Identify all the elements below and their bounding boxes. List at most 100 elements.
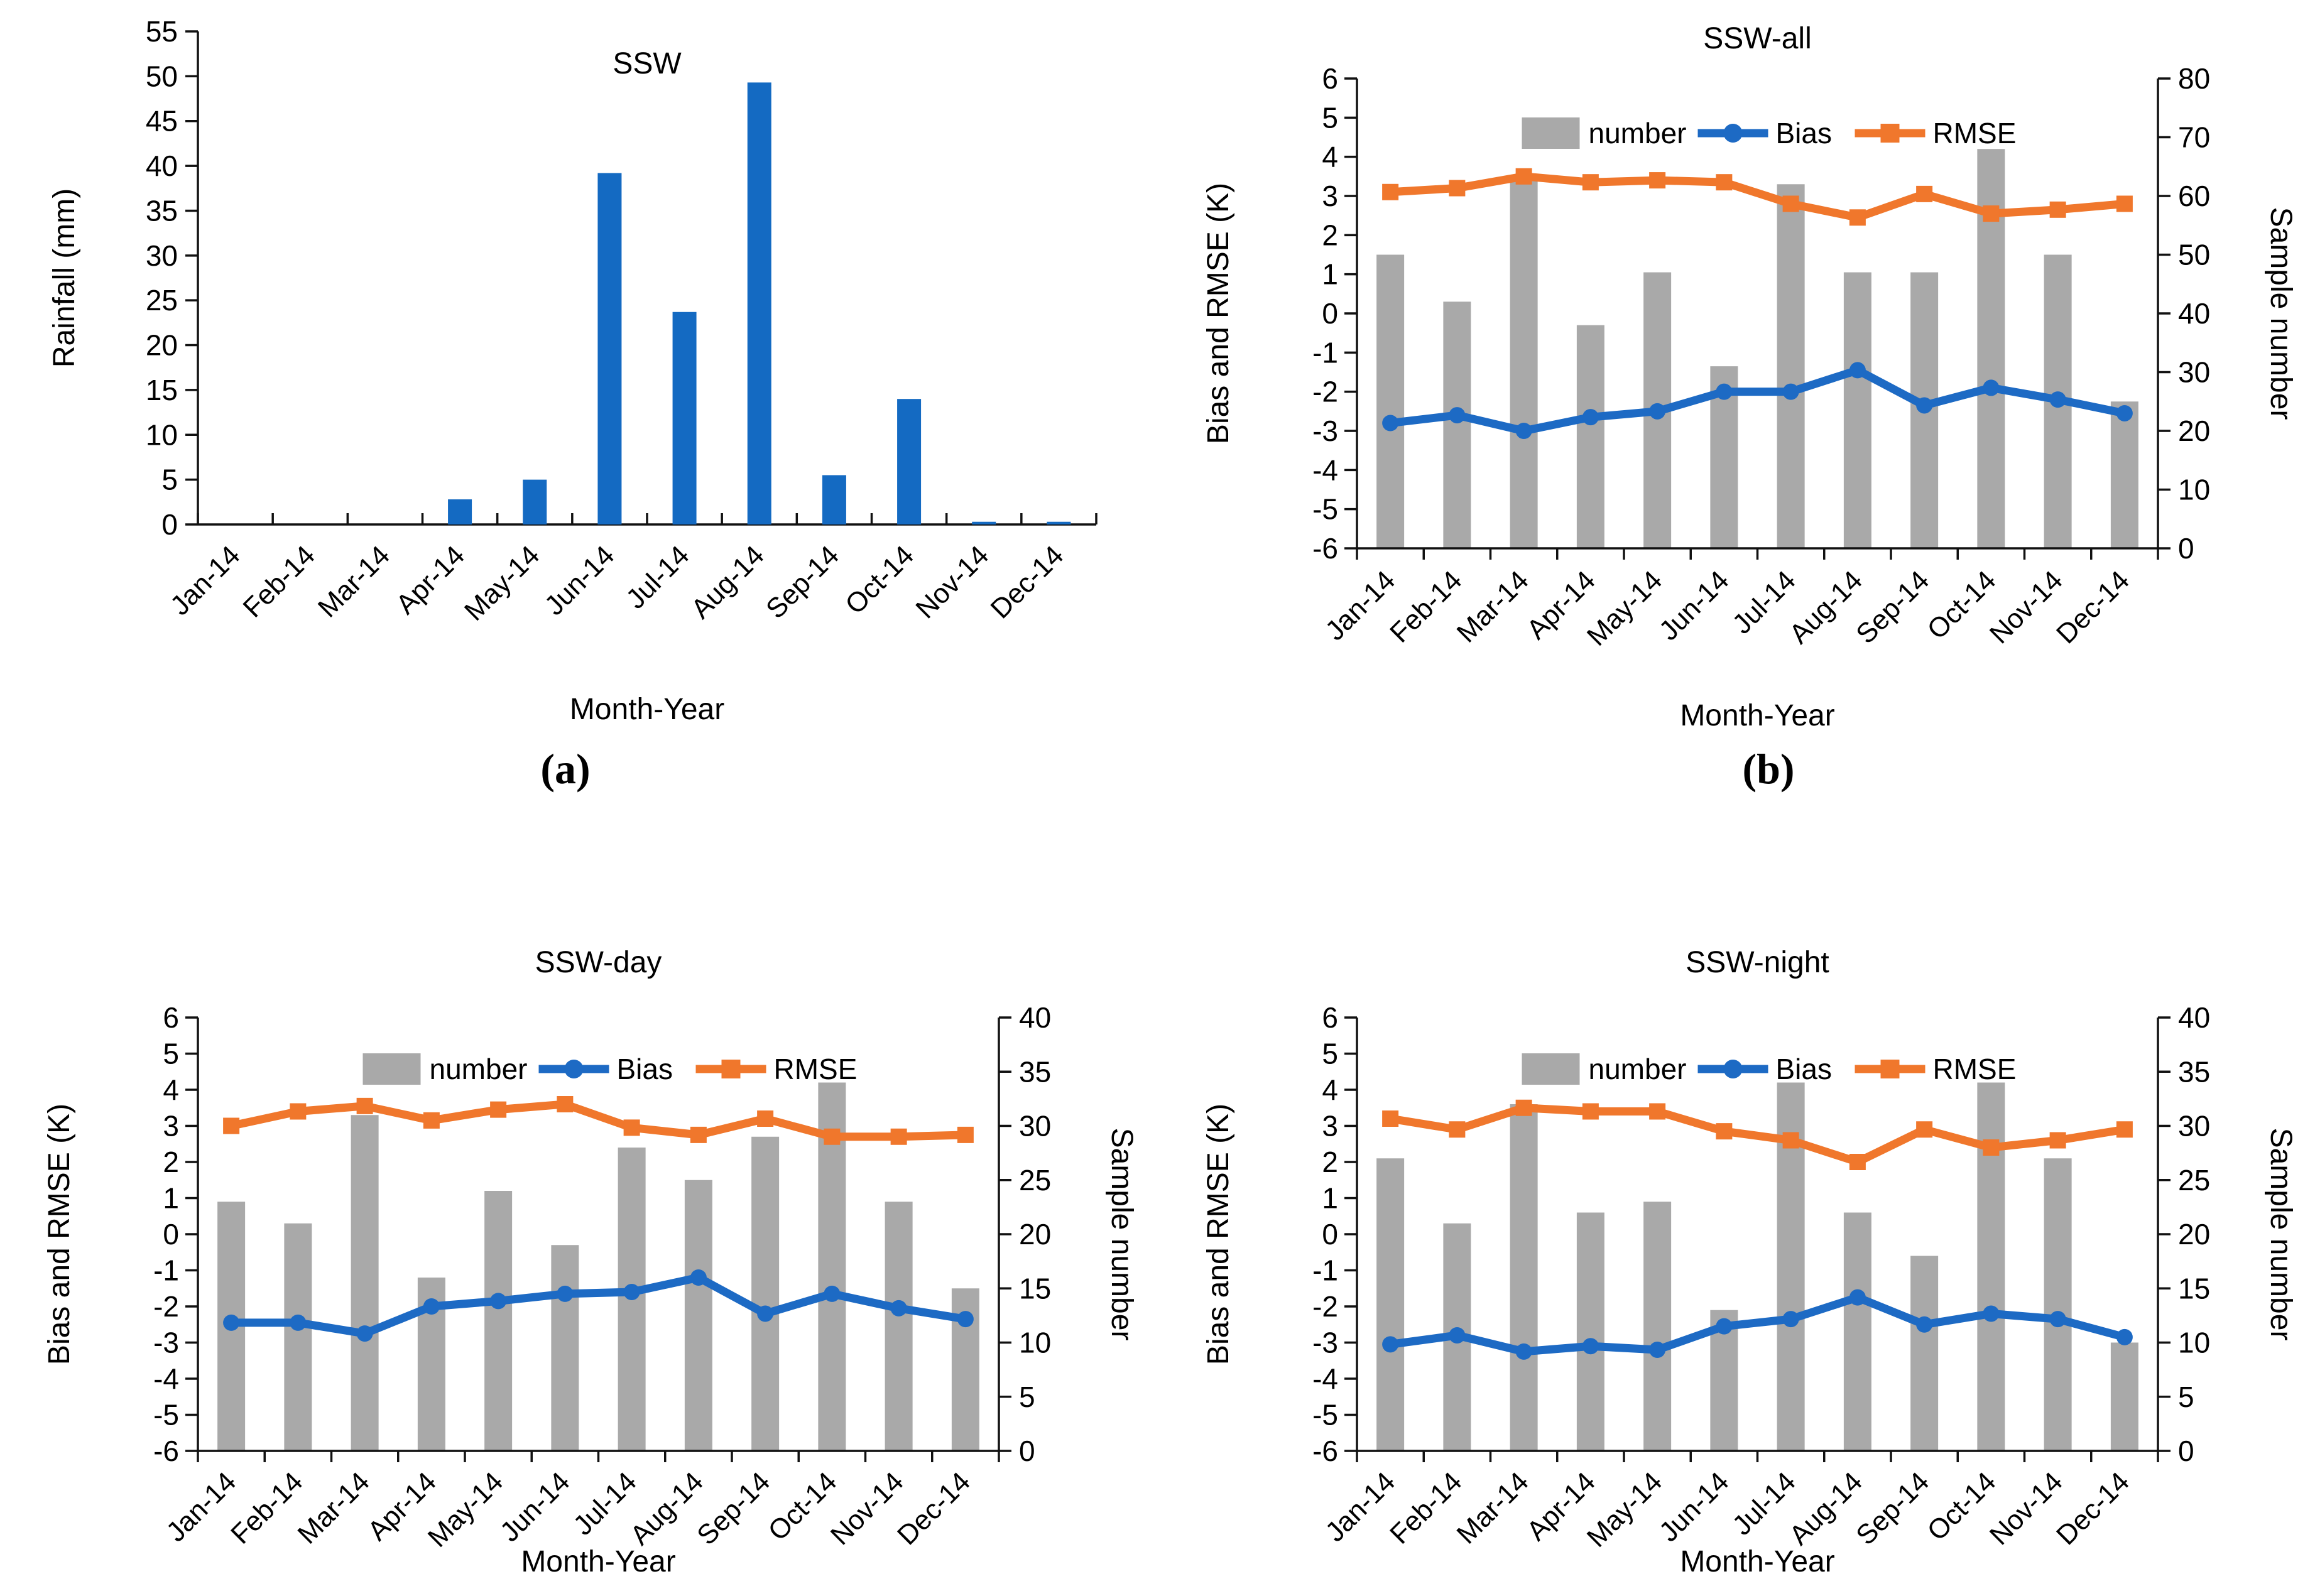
svg-text:0: 0 (2178, 532, 2194, 565)
svg-text:60: 60 (2178, 180, 2210, 212)
svg-text:Sample number: Sample number (2264, 1128, 2297, 1341)
svg-text:0: 0 (1322, 297, 1338, 330)
svg-text:30: 30 (146, 239, 178, 272)
svg-text:May-14: May-14 (422, 1466, 509, 1553)
svg-text:1: 1 (163, 1182, 179, 1215)
svg-text:number: number (1589, 1053, 1687, 1085)
svg-text:20: 20 (2178, 1218, 2210, 1251)
svg-text:80: 80 (2178, 62, 2210, 95)
svg-text:10: 10 (2178, 474, 2210, 506)
svg-text:50: 50 (2178, 239, 2210, 271)
svg-text:70: 70 (2178, 121, 2210, 154)
svg-text:40: 40 (2178, 297, 2210, 330)
svg-text:20: 20 (2178, 415, 2210, 447)
svg-text:Jun-14: Jun-14 (539, 540, 621, 621)
svg-text:-5: -5 (153, 1399, 179, 1431)
chart-ssw-day: SSW-day -6 -5 -4 -3 -2 -1 0 1 2 3 4 5 6 0 5 10 15 20 25 30 35… (19, 911, 1150, 1596)
svg-text:30: 30 (2178, 356, 2210, 389)
svg-text:RMSE: RMSE (774, 1053, 858, 1085)
svg-text:30: 30 (1019, 1110, 1051, 1143)
svg-text:Jun-14: Jun-14 (494, 1466, 576, 1548)
svg-text:Nov-14: Nov-14 (1984, 565, 2069, 649)
svg-text:20: 20 (1019, 1218, 1051, 1251)
svg-text:3: 3 (1322, 180, 1338, 212)
svg-text:Dec-14: Dec-14 (2051, 565, 2135, 649)
svg-text:1: 1 (1322, 258, 1338, 291)
svg-text:Month-Year: Month-Year (570, 693, 724, 726)
svg-text:May-14: May-14 (1581, 565, 1668, 651)
chart-ssw-rainfall-svg: SSW 0 5 10 15 20 25 30 35 40 45 50 55 Jan-14Feb-14Mar… (48, 15, 1098, 726)
svg-text:Feb-14: Feb-14 (1384, 565, 1468, 648)
svg-text:10: 10 (2178, 1327, 2210, 1359)
svg-text:-1: -1 (153, 1254, 179, 1287)
svg-text:-4: -4 (1312, 453, 1338, 486)
svg-text:Mar-14: Mar-14 (291, 1466, 375, 1550)
svg-text:Oct-14: Oct-14 (839, 540, 920, 620)
svg-text:-2: -2 (153, 1290, 179, 1323)
svg-text:-5: -5 (1312, 493, 1338, 526)
svg-text:35: 35 (1019, 1055, 1051, 1088)
svg-text:35: 35 (146, 194, 178, 227)
svg-text:40: 40 (146, 149, 178, 182)
svg-text:0: 0 (161, 508, 178, 541)
svg-text:Rainfall (mm): Rainfall (mm) (48, 188, 81, 367)
svg-text:SSW-night: SSW-night (1686, 946, 1829, 979)
svg-text:-3: -3 (1312, 1327, 1338, 1359)
svg-text:6: 6 (163, 1001, 179, 1034)
svg-text:Sep-14: Sep-14 (1850, 565, 1935, 649)
svg-text:SSW-all: SSW-all (1703, 22, 1811, 55)
svg-text:15: 15 (146, 374, 178, 406)
svg-text:Jun-14: Jun-14 (1653, 565, 1735, 646)
svg-text:May-14: May-14 (1581, 1466, 1668, 1553)
svg-text:Dec-14: Dec-14 (985, 540, 1070, 624)
chart-ssw-all-svg: SSW-all-6-5-4-3-2-1012345601020304050607… (1202, 22, 2297, 732)
svg-text:50: 50 (146, 60, 178, 92)
svg-text:-4: -4 (1312, 1362, 1338, 1395)
svg-text:Aug-14: Aug-14 (624, 1466, 709, 1551)
svg-text:-6: -6 (153, 1435, 179, 1467)
svg-text:2: 2 (1322, 219, 1338, 251)
svg-text:-3: -3 (153, 1327, 179, 1359)
svg-text:5: 5 (1322, 101, 1338, 134)
svg-text:Feb-14: Feb-14 (225, 1466, 308, 1550)
svg-text:RMSE: RMSE (1933, 117, 2017, 149)
svg-text:Nov-14: Nov-14 (825, 1466, 910, 1551)
svg-text:Mar-14: Mar-14 (1451, 565, 1534, 648)
svg-text:15: 15 (2178, 1272, 2210, 1305)
svg-text:-1: -1 (1312, 1254, 1338, 1287)
svg-text:1: 1 (1322, 1182, 1338, 1215)
svg-text:45: 45 (146, 105, 178, 138)
svg-text:Bias: Bias (1776, 1053, 1832, 1085)
svg-text:5: 5 (2178, 1381, 2194, 1413)
svg-text:55: 55 (146, 15, 178, 48)
svg-text:-5: -5 (1312, 1399, 1338, 1431)
svg-text:Jul-14: Jul-14 (620, 540, 695, 614)
svg-text:Jan-14: Jan-14 (1319, 565, 1401, 646)
svg-text:Sep-14: Sep-14 (760, 540, 845, 624)
svg-text:Month-Year: Month-Year (1680, 1545, 1834, 1578)
chart-ssw-rainfall: SSW 0 5 10 15 20 25 30 35 40 45 50 55 Jan-14 Feb-14 Mar… (19, 3, 1150, 785)
svg-text:2: 2 (1322, 1146, 1338, 1178)
svg-text:-2: -2 (1312, 376, 1338, 408)
svg-text:Aug-14: Aug-14 (1784, 565, 1868, 649)
svg-text:Nov-14: Nov-14 (910, 540, 994, 624)
svg-text:-2: -2 (1312, 1290, 1338, 1323)
svg-text:Apr-14: Apr-14 (390, 540, 471, 620)
svg-text:SSW: SSW (613, 47, 682, 80)
chart-ssw-night-svg: SSW-night-6-5-4-3-2-10123456051015202530… (1202, 946, 2297, 1578)
svg-text:20: 20 (146, 329, 178, 362)
svg-text:number: number (1589, 117, 1687, 149)
svg-text:Sep-14: Sep-14 (1850, 1466, 1935, 1551)
svg-text:Jan-14: Jan-14 (160, 1466, 242, 1548)
svg-text:Nov-14: Nov-14 (1984, 1466, 2069, 1551)
svg-text:-1: -1 (1312, 336, 1338, 369)
svg-text:Feb-14: Feb-14 (1384, 1466, 1468, 1550)
svg-text:-6: -6 (1312, 1435, 1338, 1467)
svg-text:0: 0 (2178, 1435, 2194, 1467)
svg-text:SSW-day: SSW-day (535, 946, 662, 979)
svg-text:Month-Year: Month-Year (521, 1545, 675, 1578)
svg-text:Sample number: Sample number (2264, 207, 2297, 420)
svg-text:4: 4 (163, 1073, 179, 1106)
svg-text:number: number (430, 1053, 528, 1085)
